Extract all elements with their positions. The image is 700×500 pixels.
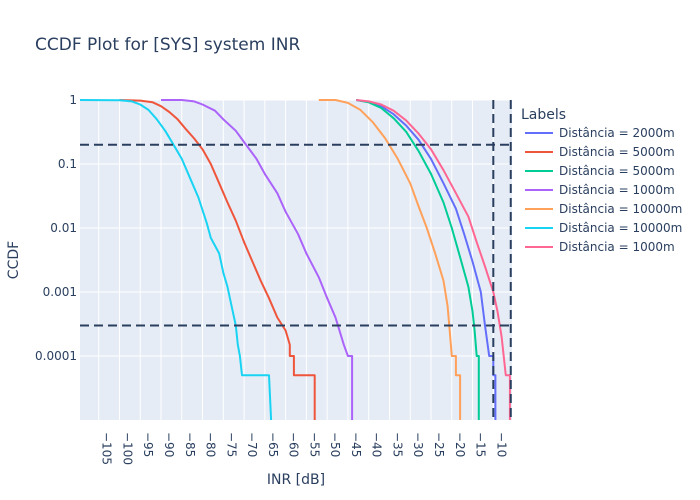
x-tick-label: −55	[307, 432, 321, 457]
x-tick-label: −90	[162, 432, 176, 457]
plot-area	[80, 100, 512, 420]
legend-entry: Distância = 2000m	[559, 126, 675, 140]
legend-entry: Distância = 10000m	[559, 202, 682, 216]
legend-entry: Distância = 5000m	[559, 164, 675, 178]
legend-title: Labels	[521, 107, 566, 123]
series-line-4	[161, 99, 354, 420]
legend-entry: Distância = 5000m	[559, 145, 675, 159]
x-axis-title: INR [dB]	[267, 472, 325, 488]
series-line-2	[119, 99, 316, 420]
legend: Labels Distância = 2000m Distância = 5000…	[521, 107, 682, 254]
series-line-7	[356, 99, 511, 420]
y-tick-label: 0.001	[43, 285, 77, 299]
y-tick-label: 1	[69, 93, 77, 107]
x-tick-label: −35	[390, 432, 404, 457]
legend-entry: Distância = 1000m	[559, 183, 675, 197]
series-line-3	[356, 99, 480, 420]
x-tick-label: −40	[370, 432, 384, 457]
x-tick-label: −95	[141, 432, 155, 457]
x-tick-label: −100	[120, 432, 134, 465]
x-tick-label: −70	[245, 432, 259, 457]
legend-entry: Distância = 10000m	[559, 221, 682, 235]
series-line-5	[318, 99, 462, 420]
legend-entry: Distância = 1000m	[559, 240, 675, 254]
y-tick-label: 0.1	[58, 157, 77, 171]
x-tick-label: −45	[349, 432, 363, 457]
y-tick-label: 0.0001	[35, 349, 77, 363]
x-tick-label: −50	[328, 432, 342, 457]
y-axis-title: CCDF	[6, 241, 22, 279]
x-tick-label: −65	[266, 432, 280, 457]
x-tick-label: −85	[183, 432, 197, 457]
x-tick-label: −105	[100, 432, 114, 465]
x-tick-label: −80	[204, 432, 218, 457]
y-tick-label: 0.01	[50, 221, 77, 235]
x-tick-label: −15	[474, 432, 488, 457]
y-axis-ticks: 1 0.1 0.01 0.001 0.0001	[35, 93, 77, 363]
series-line-6	[79, 99, 273, 421]
x-tick-label: −10	[494, 432, 508, 457]
reference-lines	[80, 100, 512, 420]
x-tick-label: −30	[411, 432, 425, 457]
x-tick-label: −20	[453, 432, 467, 457]
x-tick-label: −25	[432, 432, 446, 457]
x-tick-label: −75	[224, 432, 238, 457]
series-layer	[79, 99, 511, 421]
chart-title: CCDF Plot for [SYS] system INR	[35, 35, 300, 55]
x-tick-label: −60	[287, 432, 301, 457]
x-axis-ticks: −105 −100 −95 −90 −85 −80 −75 −70 −65 −60 −55 −50 −4…	[100, 432, 509, 465]
